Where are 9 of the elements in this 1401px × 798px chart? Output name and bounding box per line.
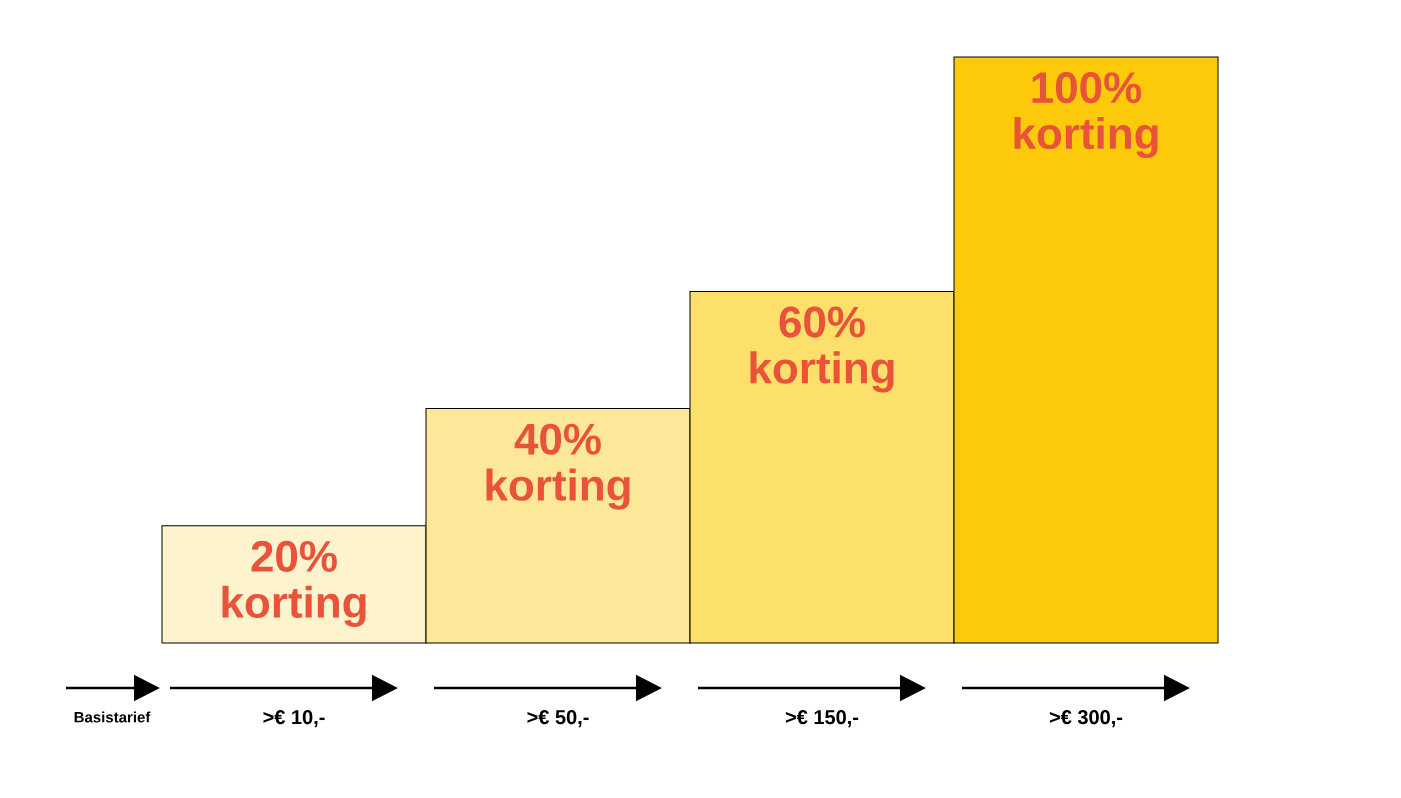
data-label: 40% korting	[486, 423, 630, 510]
data-label: 20% korting	[222, 540, 366, 627]
data-label: 60% korting	[750, 306, 894, 393]
x-tick-label: >€ 150,-	[785, 710, 859, 728]
x-tick-label: >€ 10,-	[263, 710, 325, 728]
x-tick-label: >€ 300,-	[1049, 710, 1123, 728]
x-tick-label: >€ 50,-	[527, 710, 589, 728]
text: Basistarief	[74, 711, 151, 723]
data-label: 100% korting	[1014, 72, 1158, 159]
